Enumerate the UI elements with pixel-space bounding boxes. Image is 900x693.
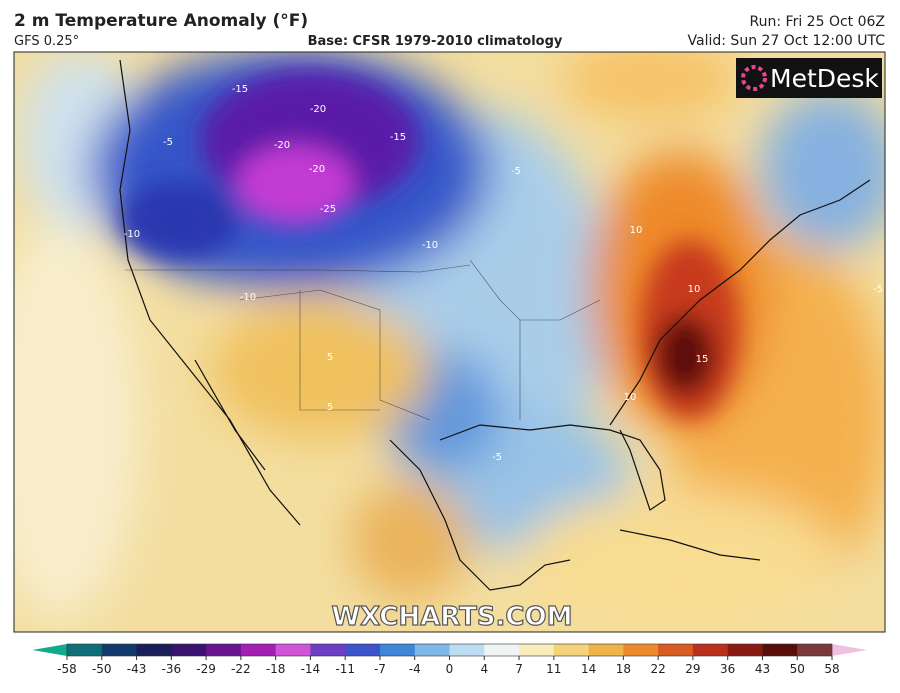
base: Base: CFSR 1979-2010 climatology <box>308 34 563 49</box>
coastlines <box>119 59 871 591</box>
colorbar-tick-label: -58 <box>57 662 77 676</box>
contour-label: 5 <box>327 402 333 413</box>
colorbar-tick-label: 0 <box>446 662 454 676</box>
contour-label: -10 <box>124 229 140 240</box>
colorbar-tick-label: -18 <box>266 662 286 676</box>
contour-label: -15 <box>390 132 406 143</box>
colorbar-tick-label: 29 <box>685 662 700 676</box>
logo-icon <box>741 65 767 91</box>
colorbar-segment <box>345 644 381 656</box>
colorbar-tick-label: 7 <box>515 662 523 676</box>
colorbar-segment <box>727 644 763 656</box>
colorbar-segment <box>414 644 450 656</box>
colorbar-tick-label: -14 <box>301 662 321 676</box>
colorbar-tick-label: 43 <box>755 662 770 676</box>
logo: MetDesk <box>770 64 879 93</box>
colorbar-tick-label: -43 <box>127 662 147 676</box>
colorbar-tick-label: 11 <box>546 662 561 676</box>
model: GFS 0.25° <box>14 34 79 49</box>
colorbar-end <box>832 644 867 656</box>
contour-label: 5 <box>327 352 333 363</box>
contour-label: -5 <box>873 284 883 295</box>
colorbar-tick-label: 18 <box>616 662 631 676</box>
colorbar-segment <box>136 644 172 656</box>
colorbar-segment <box>67 644 103 656</box>
colorbar-tick-label: -11 <box>335 662 355 676</box>
colorbar-tick-label: 50 <box>790 662 805 676</box>
colorbar-segment <box>588 644 624 656</box>
colorbar-tick-label: 36 <box>720 662 735 676</box>
logo-box <box>736 58 882 98</box>
contour-label: -10 <box>240 292 256 303</box>
colorbar-tick-label: -50 <box>92 662 112 676</box>
colorbar-segment <box>623 644 659 656</box>
colorbar-segment <box>275 644 311 656</box>
contour-labels: -15 -20 -15 -20 -20 -25 -10 -10 -10 -5 -5 10 10 15 10 5… <box>124 84 883 463</box>
colorbar-segment <box>206 644 242 656</box>
colorbar-tick-label: -7 <box>374 662 386 676</box>
colorbar-tick-label: 4 <box>480 662 488 676</box>
colorbar-tick-label: -4 <box>409 662 421 676</box>
colorbar-tick-label: 14 <box>581 662 596 676</box>
colorbar-segment <box>240 644 277 656</box>
colorbar-end <box>32 644 67 656</box>
colorbar-segment <box>797 644 833 656</box>
colorbar-tick-label: -29 <box>196 662 216 676</box>
contour-label: -20 <box>274 140 290 151</box>
colorbar-segment <box>519 644 555 656</box>
colorbar-tick-label: -36 <box>162 662 182 676</box>
colorbar-segment <box>692 644 729 656</box>
run: Run: Fri 25 Oct 06Z <box>750 14 885 30</box>
colorbar-segment <box>101 644 138 656</box>
colorbar-segment <box>379 644 416 656</box>
map-frame <box>13 51 886 633</box>
contour-label: 10 <box>624 392 637 403</box>
colorbar: -58 -50 -43 -36 -29 -22 -18 -14 -11 -7 -4 0 4 7 11 14 18… <box>32 643 867 676</box>
contour-label: 10 <box>630 225 643 236</box>
watermark: WXCHARTS.COM <box>331 602 572 632</box>
contour-label: -20 <box>309 164 325 175</box>
contour-label: -15 <box>232 84 248 95</box>
colorbar-segment <box>484 644 520 656</box>
contour-label: -10 <box>422 240 438 251</box>
contour-label: 15 <box>696 354 709 365</box>
title: 2 m Temperature Anomaly (°F) <box>14 11 308 31</box>
map: -15 -20 -15 -20 -20 -25 -10 -10 -10 -5 -5 10 10 15 10 5… <box>14 52 885 632</box>
contour-label: -5 <box>163 137 173 148</box>
contour-label: -25 <box>320 204 336 215</box>
colorbar-segment <box>553 644 590 656</box>
valid: Valid: Sun 27 Oct 12:00 UTC <box>688 33 886 49</box>
colorbar-tick-label: 22 <box>650 662 665 676</box>
colorbar-segment <box>310 644 346 656</box>
colorbar-tick-label: 58 <box>824 662 839 676</box>
colorbar-segment <box>171 644 207 656</box>
colorbar-segment <box>658 644 694 656</box>
contour-label: 10 <box>688 284 701 295</box>
contour-label: -5 <box>492 452 502 463</box>
contour-label: -5 <box>511 166 521 177</box>
colorbar-segment <box>449 644 485 656</box>
contour-label: -20 <box>310 104 326 115</box>
borders <box>125 259 601 421</box>
colorbar-segment <box>762 644 798 656</box>
anomaly-core <box>120 70 740 420</box>
colorbar-tick-label: -22 <box>231 662 251 676</box>
